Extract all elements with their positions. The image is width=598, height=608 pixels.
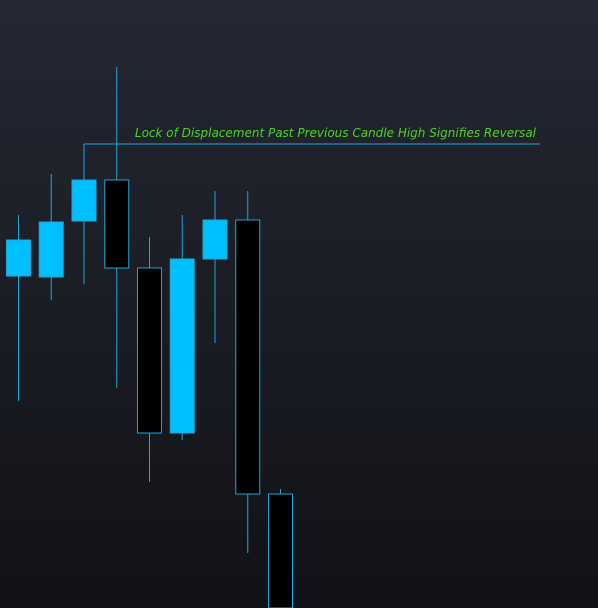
candle-body-bearish bbox=[137, 267, 162, 434]
candle bbox=[235, 191, 261, 553]
candles-layer bbox=[6, 67, 293, 608]
candle bbox=[71, 144, 97, 284]
candle-body-bearish bbox=[104, 179, 130, 269]
candle bbox=[104, 67, 130, 388]
candle-body-bullish bbox=[6, 239, 31, 277]
candle-body-bullish bbox=[38, 221, 64, 278]
candle bbox=[6, 215, 31, 401]
candle-body-bullish bbox=[169, 258, 195, 434]
annotation-layer: Lock of Displacement Past Previous Candl… bbox=[84, 126, 540, 145]
candle bbox=[268, 489, 293, 608]
candle bbox=[202, 191, 228, 343]
candle bbox=[169, 215, 195, 440]
candle bbox=[137, 237, 162, 482]
candle-body-bullish bbox=[71, 179, 97, 222]
candle bbox=[38, 174, 64, 300]
annotation-label: Lock of Displacement Past Previous Candl… bbox=[135, 126, 537, 140]
candle-body-bullish bbox=[202, 219, 228, 260]
candle-body-bearish bbox=[235, 219, 261, 495]
candle-body-bearish bbox=[268, 493, 293, 608]
